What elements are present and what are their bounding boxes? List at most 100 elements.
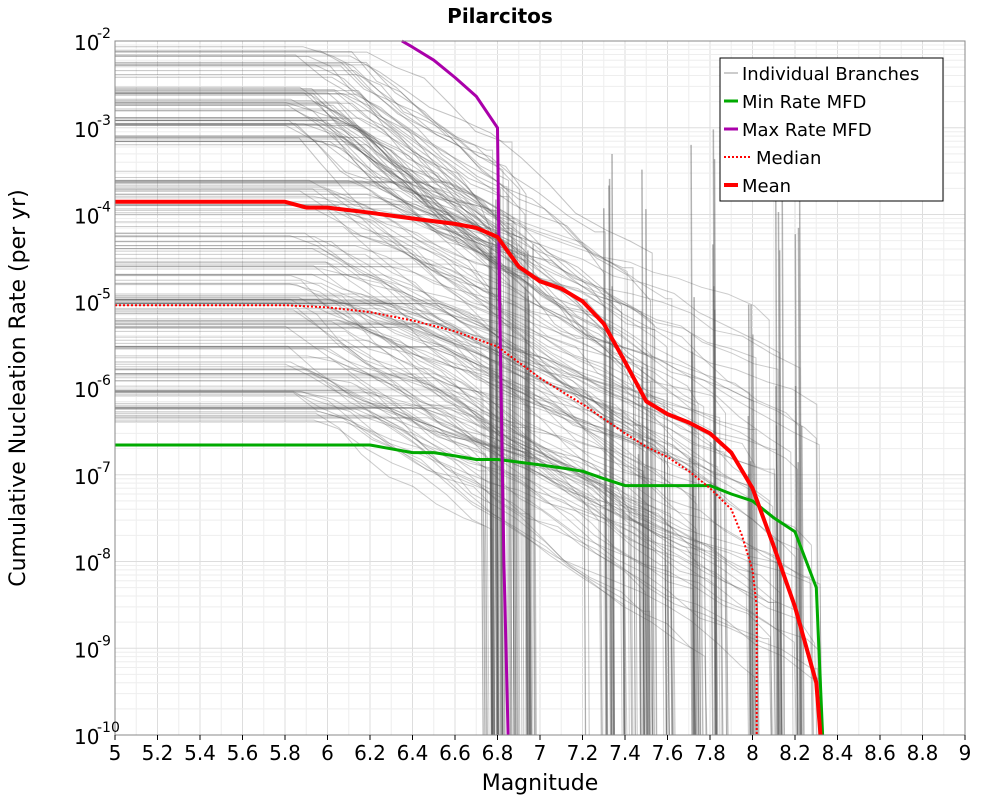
- y-tick-exponent: -4: [97, 200, 111, 216]
- branch-line: [115, 101, 625, 736]
- x-tick-label: 5.8: [269, 741, 301, 765]
- x-tick-label: 8.4: [822, 741, 854, 765]
- grid: [114, 41, 966, 736]
- branch-line: [115, 180, 802, 736]
- branch-line: [115, 275, 649, 736]
- branch-drop-line: [611, 286, 615, 736]
- branch-drop-line: [794, 234, 799, 736]
- x-tick-label: 7.4: [609, 741, 641, 765]
- branch-drop-line: [611, 153, 615, 736]
- branch-drop-line: [645, 209, 649, 736]
- branch-line: [115, 89, 657, 736]
- branch-line: [115, 214, 753, 736]
- branch-line: [115, 407, 818, 736]
- x-tick-label: 6.2: [354, 741, 386, 765]
- branch-line: [115, 327, 486, 736]
- branch-drop-line: [800, 425, 805, 736]
- branch-line: [115, 339, 729, 736]
- y-axis-ticks: 10-210-310-410-510-610-710-810-910-10: [74, 26, 120, 749]
- legend-box: [719, 57, 944, 202]
- branch-line: [115, 298, 673, 736]
- branch-line: [115, 64, 528, 736]
- branch-line: [115, 303, 645, 736]
- branch-line: [115, 98, 492, 736]
- y-axis-label: Cumulative Nucleation Rate (per yr): [6, 189, 31, 587]
- branch-line: [115, 419, 495, 736]
- branch-line: [115, 204, 759, 736]
- branch-line: [115, 120, 504, 736]
- legend: Individual Branches Min Rate MFD Max Rat…: [719, 57, 944, 202]
- branch-line: [115, 296, 632, 736]
- branch-line: [115, 282, 625, 736]
- x-tick-label: 7: [534, 741, 547, 765]
- branch-line: [115, 369, 488, 736]
- branch-line: [115, 245, 729, 736]
- branch-drop-line: [713, 309, 718, 736]
- branch-line: [115, 55, 655, 736]
- y-tick-label: 10: [74, 31, 99, 55]
- branch-line: [115, 274, 727, 736]
- branch-line: [115, 64, 523, 736]
- branch-line: [115, 135, 587, 736]
- branch-line: [115, 51, 529, 736]
- branch-drop-line: [526, 372, 531, 736]
- branch-line: [115, 180, 630, 736]
- branch-line: [115, 123, 515, 736]
- x-tick-label: 6.8: [482, 741, 514, 765]
- branch-line: [115, 61, 608, 736]
- branch-line: [115, 232, 776, 736]
- y-tick-label: 10: [74, 205, 99, 229]
- branch-drop-line: [749, 461, 754, 736]
- branch-line: [115, 92, 493, 736]
- y-tick-label: 10: [74, 638, 99, 662]
- branch-line: [115, 298, 800, 736]
- branch-line: [115, 274, 801, 736]
- branch-line: [115, 389, 647, 736]
- branch-line: [115, 261, 704, 736]
- branch-line: [115, 323, 667, 736]
- legend-label-min-rate: Min Rate MFD: [742, 92, 866, 113]
- branch-line: [115, 117, 492, 736]
- branch-line: [115, 320, 772, 736]
- branch-drop-line: [712, 244, 716, 736]
- branch-line: [115, 205, 719, 736]
- branch-line: [115, 283, 813, 736]
- branch-line: [115, 325, 484, 736]
- branch-drop-line: [690, 334, 695, 736]
- branch-line: [115, 348, 650, 736]
- branch-drop-line: [528, 303, 533, 736]
- branch-line: [115, 342, 821, 736]
- branch-line: [115, 88, 515, 736]
- branch-line: [115, 180, 699, 736]
- branch-line: [115, 373, 535, 736]
- branch-drop-line: [637, 454, 642, 736]
- branch-line: [115, 125, 513, 736]
- branch-line: [115, 393, 758, 736]
- branch-line: [115, 122, 497, 736]
- branch-line: [115, 390, 490, 736]
- branch-line: [115, 250, 701, 736]
- chart-title: Pilarcitos: [447, 4, 553, 28]
- branch-drop-line: [610, 409, 615, 736]
- branch-line: [115, 408, 708, 736]
- branch-line: [115, 193, 645, 736]
- branch-line: [115, 104, 625, 736]
- branch-line: [115, 327, 537, 736]
- branch-line: [115, 205, 506, 736]
- branch-drop-line: [494, 343, 499, 736]
- branch-line: [115, 186, 493, 736]
- branch-line: [115, 257, 650, 736]
- y-tick-exponent: -10: [97, 720, 120, 736]
- branch-drop-line: [689, 457, 693, 736]
- branch-line: [115, 137, 503, 736]
- branch-drop-line: [774, 185, 779, 736]
- branch-line: [115, 345, 653, 736]
- x-tick-label: 5.4: [184, 741, 216, 765]
- branch-drop-line: [794, 386, 799, 736]
- branch-drop-line: [797, 462, 802, 736]
- branch-line: [115, 298, 670, 736]
- branch-line: [115, 51, 515, 736]
- branch-line: [115, 236, 504, 736]
- branch-line: [115, 363, 823, 736]
- branch-drop-line: [709, 442, 714, 736]
